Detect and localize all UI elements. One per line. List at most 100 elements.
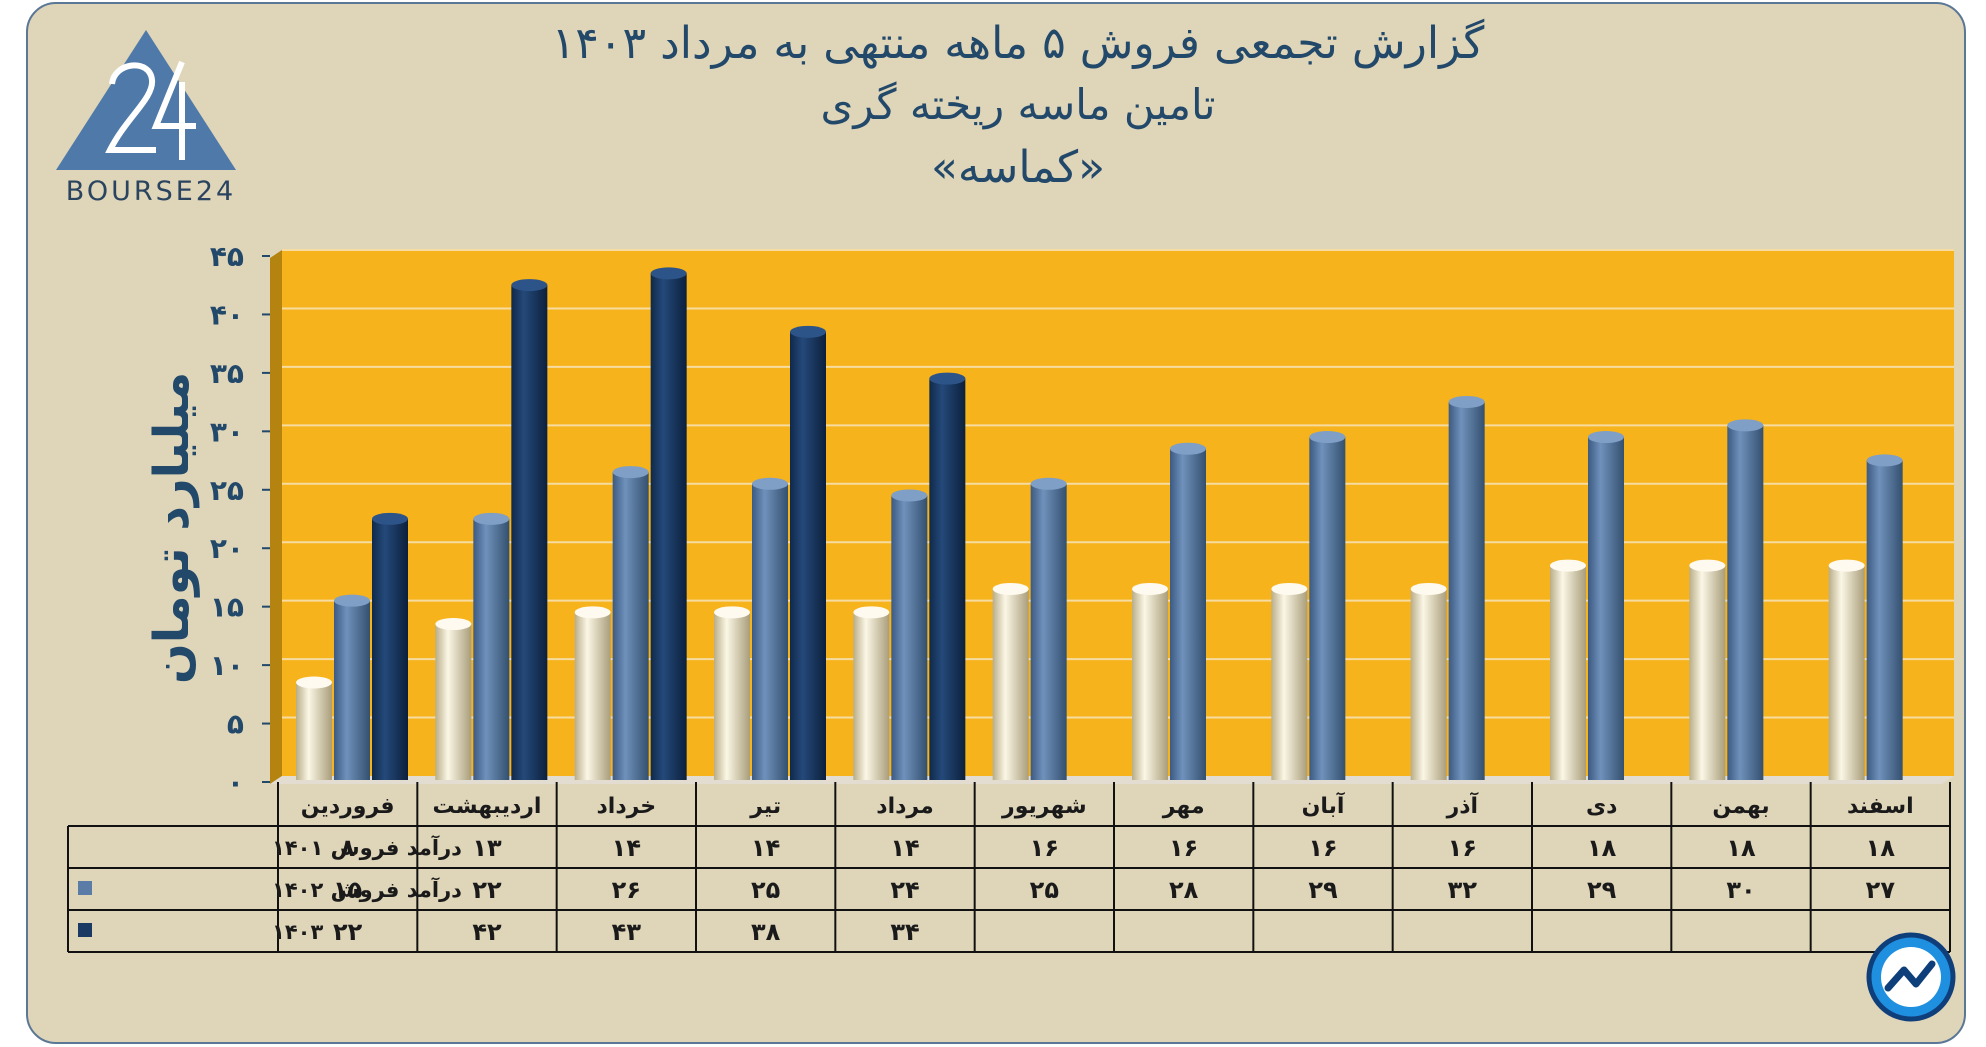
bar-1402 <box>612 466 649 780</box>
bar-1402-body <box>1588 437 1624 780</box>
data-label: ۱۸ <box>1866 834 1896 862</box>
bar-1401-body <box>714 612 750 780</box>
bar-1401 <box>1828 559 1865 780</box>
data-label: ۸ <box>340 834 355 862</box>
bar-1402-body <box>334 600 370 780</box>
bar-1401 <box>574 606 611 780</box>
bar-1402 <box>1448 395 1485 780</box>
bar-1403-body <box>790 331 826 780</box>
y-tick-label: ۴۰ <box>210 298 244 331</box>
category-label: شهریور <box>1001 794 1087 819</box>
bar-1402-body <box>612 472 649 780</box>
bar-1401-cap <box>296 676 332 689</box>
data-label: ۱۴ <box>751 834 780 862</box>
y-axis-label: میلیارد تومان <box>144 372 200 684</box>
category-label: خرداد <box>596 794 656 819</box>
legend-swatch <box>78 923 92 937</box>
category-label: مرداد <box>876 794 933 819</box>
bar-1401-body <box>1550 565 1586 780</box>
bar-1401 <box>992 582 1029 780</box>
bar-1402-body <box>1030 483 1067 780</box>
data-label: ۱۴ <box>890 834 919 862</box>
plot-area <box>270 249 1954 784</box>
y-tick-label: ۲۰ <box>210 532 244 565</box>
bar-1402-cap <box>891 489 928 502</box>
bar-1401-body <box>1689 565 1726 780</box>
bar-1401 <box>714 606 750 780</box>
data-label: ۱۶ <box>1448 834 1477 862</box>
bar-1401 <box>1271 582 1308 780</box>
bar-1402 <box>334 594 370 780</box>
bar-1401 <box>296 676 332 780</box>
data-label: ۳۲ <box>1448 876 1478 904</box>
bar-1402 <box>1727 419 1764 780</box>
bar-1402-cap <box>1170 442 1206 455</box>
y-tick-label: ۱۰ <box>210 649 244 682</box>
category-label: بهمن <box>1712 794 1769 819</box>
bars <box>296 267 1903 780</box>
category-label: تیر <box>749 794 781 819</box>
data-label: ۲۹ <box>1308 876 1338 904</box>
bar-1401-cap <box>992 582 1029 595</box>
bar-1401-cap <box>1828 559 1865 572</box>
category-label: مهر <box>1162 794 1205 819</box>
bar-1402 <box>1588 431 1624 780</box>
data-label: ۲۵ <box>1030 876 1059 904</box>
chart-title: گزارش تجمعی فروش ۵ ماهه منتهی به مرداد ۱… <box>551 18 1485 69</box>
bar-1401-cap <box>853 606 890 619</box>
y-tick-label: ۳۰ <box>210 415 244 448</box>
bar-1402-cap <box>1588 431 1624 444</box>
data-label: ۱۸ <box>1587 834 1617 862</box>
y-axis: ۰ ۵ ۱۰ ۱۵ ۲۰ ۲۵ ۳۰ ۳۵ ۴۰ ۴۵ <box>210 240 270 799</box>
y-tick-label: ۴۵ <box>210 240 244 273</box>
category-label: اردیبهشت <box>433 794 542 819</box>
y-tick-label: ۲۵ <box>210 474 244 507</box>
plot-side-wall <box>270 250 282 784</box>
bar-1401-body <box>574 612 611 780</box>
bar-1401-cap <box>574 606 611 619</box>
data-label: ۲۶ <box>612 876 641 904</box>
bar-1402-cap <box>752 477 788 490</box>
bar-1402-cap <box>1448 395 1485 408</box>
category-label: آذر <box>1446 791 1479 819</box>
bar-1403 <box>511 279 548 780</box>
data-label: ۱۵ <box>333 876 362 904</box>
bar-1402 <box>1030 477 1067 780</box>
bar-1402 <box>1866 454 1903 780</box>
data-label: ۴۲ <box>472 918 502 946</box>
bar-1402 <box>891 489 928 780</box>
bar-1402-body <box>1727 425 1764 780</box>
bar-1403 <box>929 372 966 780</box>
ticker-symbol: «کماسه» <box>930 142 1106 193</box>
bar-1401-body <box>435 624 472 780</box>
category-label: فروردین <box>301 794 395 819</box>
series-label: درآمد فروش ۱۴۰۱ <box>272 835 462 860</box>
bar-1403 <box>372 512 408 780</box>
bar-1403-cap <box>929 372 966 385</box>
data-label: ۳۴ <box>890 918 919 946</box>
bar-1401-body <box>1410 588 1447 780</box>
logo-text: BOURSE24 <box>65 176 237 207</box>
bar-1402-cap <box>1727 419 1764 432</box>
bar-1401 <box>1132 582 1168 780</box>
bar-1402-body <box>1448 401 1485 780</box>
category-label: دی <box>1586 794 1617 819</box>
data-label: ۲۲ <box>472 876 502 904</box>
y-tick-label: ۳۵ <box>210 357 244 390</box>
category-label: اسفند <box>1847 794 1914 819</box>
bar-1403 <box>650 267 687 780</box>
plot-background <box>282 250 1954 776</box>
y-tick-label: ۱۵ <box>210 591 244 624</box>
bar-1402-cap <box>473 512 510 525</box>
bar-1401-cap <box>1132 582 1168 595</box>
bar-1401-body <box>1271 588 1308 780</box>
bar-1402 <box>1309 431 1346 780</box>
data-label: ۱۶ <box>1030 834 1059 862</box>
data-label: ۲۷ <box>1866 876 1896 904</box>
data-label: ۱۶ <box>1169 834 1198 862</box>
bar-1401 <box>435 618 472 780</box>
bar-1403-cap <box>372 512 408 525</box>
bar-1403-body <box>372 518 408 780</box>
category-label: آبان <box>1302 791 1345 819</box>
